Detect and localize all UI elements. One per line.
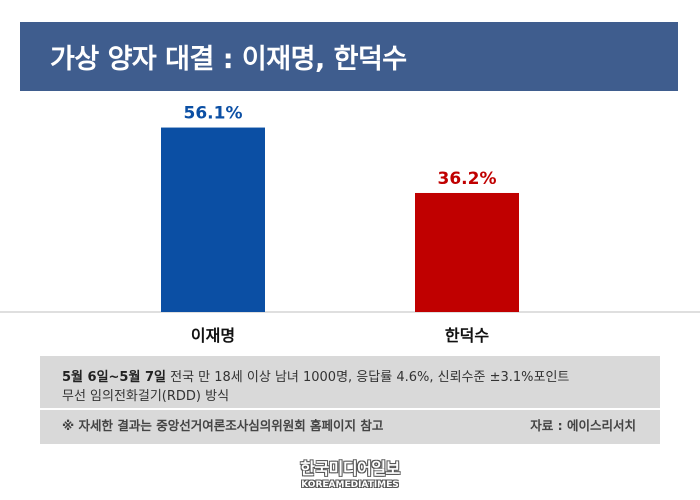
value-label-2: 36.2% [438, 169, 497, 189]
title-bar: 가상 양자 대결 : 이재명, 한덕수 [20, 22, 678, 91]
survey-date: 5월 6일~5월 7일 [62, 370, 166, 385]
source-note: 자료 : 에이스리서치 [530, 418, 636, 433]
logo-korean: 한국미디어일보 [300, 459, 400, 478]
bar-1 [161, 127, 265, 312]
category-label-2: 한덕수 [445, 326, 489, 345]
logo-english: KOREAMEDIATIMES [301, 480, 399, 490]
reference-note: ※ 자세한 결과는 중앙선거여론조사심의위원회 홈페이지 참고 [62, 418, 384, 433]
category-label-1: 이재명 [191, 326, 235, 345]
note-divider [40, 408, 660, 410]
brand-logo: 한국미디어일보 KOREAMEDIATIMES [0, 455, 700, 490]
bar-2 [415, 192, 519, 312]
chart-title: 가상 양자 대결 : 이재명, 한덕수 [50, 44, 407, 75]
bar-chart: 56.1% 이재명 36.2% 한덕수 [0, 104, 700, 345]
value-label-1: 56.1% [184, 104, 243, 124]
survey-method-line-2: 무선 임의전화걸기(RDD) 방식 [62, 389, 230, 404]
survey-method-line-1: 5월 6일~5월 7일 전국 만 18세 이상 남녀 1000명, 응답률 4.… [62, 366, 569, 385]
survey-note-box: 5월 6일~5월 7일 전국 만 18세 이상 남녀 1000명, 응답률 4.… [40, 356, 660, 444]
survey-method-text: 전국 만 18세 이상 남녀 1000명, 응답률 4.6%, 신뢰수준 ±3.… [170, 370, 570, 385]
